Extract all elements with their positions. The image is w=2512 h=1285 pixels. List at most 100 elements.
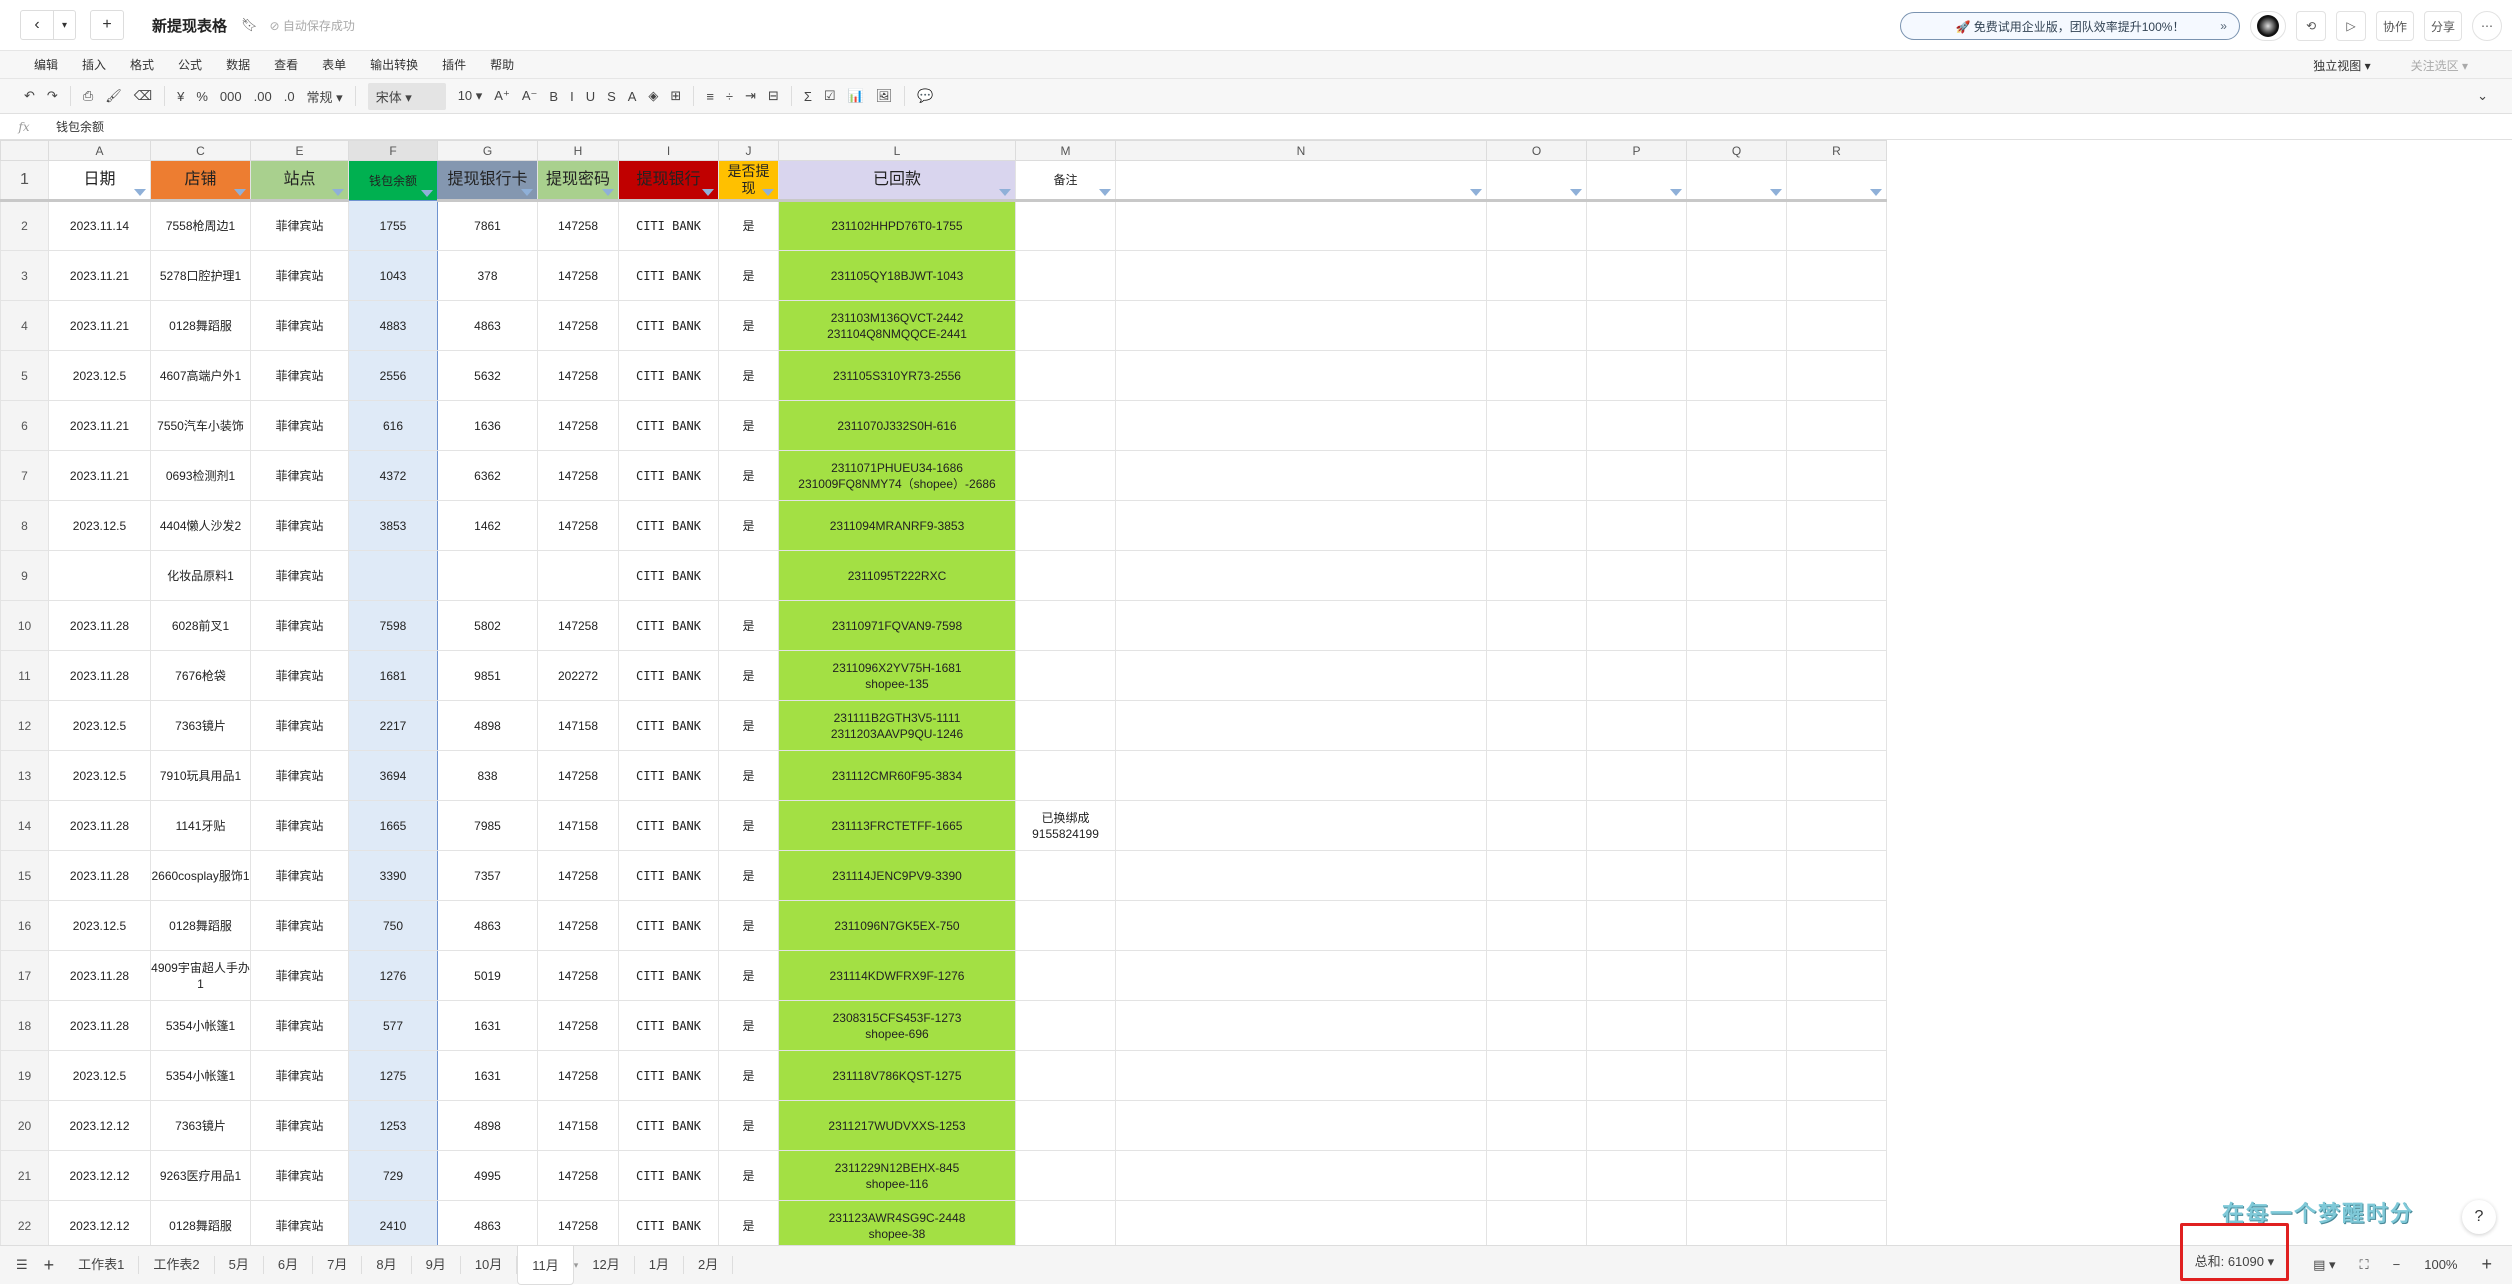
cell-I[interactable]: CITI BANK	[618, 700, 719, 751]
cell-H[interactable]: 147258	[537, 500, 619, 551]
cell-O[interactable]	[1486, 1150, 1587, 1201]
cell-A[interactable]: 2023.12.5	[48, 750, 151, 801]
cell-J[interactable]: 是	[718, 700, 779, 751]
cell-R[interactable]	[1786, 1050, 1887, 1101]
cell-H[interactable]: 147258	[537, 200, 619, 251]
play-icon[interactable]: ▷	[2335, 11, 2366, 41]
toolbar-italic-button[interactable]: I	[570, 88, 574, 104]
cell-E[interactable]: 菲律宾站	[250, 700, 349, 751]
cell-H[interactable]	[537, 550, 619, 601]
help-button[interactable]: ?	[2462, 1200, 2496, 1234]
history-dropdown-button[interactable]: ▾	[54, 10, 76, 40]
cell-O[interactable]	[1486, 650, 1587, 701]
row-header[interactable]: 2	[0, 200, 49, 251]
cell-R[interactable]	[1786, 750, 1887, 801]
document-title[interactable]: 新提现表格	[152, 17, 228, 35]
cell-G[interactable]: 6362	[437, 450, 538, 501]
cell-L[interactable]: 231103M136QVCT-2442 231104Q8NMQQCE-2441	[778, 300, 1016, 351]
column-header-J[interactable]: J	[718, 140, 779, 161]
cell-C[interactable]: 7363镜片	[150, 700, 251, 751]
cell-F[interactable]: 3694	[348, 750, 438, 801]
chevron-down-icon[interactable]: ▾	[573, 1259, 579, 1270]
cell-M[interactable]	[1015, 650, 1116, 701]
cell-G[interactable]: 9851	[437, 650, 538, 701]
cell-N[interactable]	[1115, 850, 1487, 901]
column-header-I[interactable]: I	[618, 140, 719, 161]
cell-M[interactable]	[1015, 900, 1116, 951]
column-header-O[interactable]: O	[1486, 140, 1587, 161]
cell-Q[interactable]	[1686, 1100, 1787, 1151]
cell-H[interactable]: 147258	[537, 400, 619, 451]
cell-E[interactable]: 菲律宾站	[250, 1100, 349, 1151]
cell-C[interactable]: 5354小帐篷1	[150, 1000, 251, 1051]
toolbar-bold-button[interactable]: B	[549, 88, 559, 104]
toolbar-comment-button[interactable]: 💬	[917, 88, 934, 103]
cell-I[interactable]: CITI BANK	[618, 1200, 719, 1251]
toolbar-underline-button[interactable]: U	[585, 88, 596, 104]
cell-Q[interactable]	[1686, 850, 1787, 901]
cell-J[interactable]: 是	[718, 400, 779, 451]
cell-O[interactable]	[1486, 700, 1587, 751]
cell-A[interactable]: 2023.12.5	[48, 350, 151, 401]
cell-P[interactable]	[1586, 750, 1687, 801]
cell-O[interactable]	[1486, 1200, 1587, 1251]
cell-H[interactable]: 147258	[537, 600, 619, 651]
cell-E[interactable]: 菲律宾站	[250, 250, 349, 301]
cell-E[interactable]: 菲律宾站	[250, 450, 349, 501]
cell-C[interactable]: 4607高端户外1	[150, 350, 251, 401]
cell-L[interactable]: 231113FRCTETFF-1665	[778, 800, 1016, 851]
cell-L[interactable]: 2311095T222RXC	[778, 550, 1016, 601]
cell-L[interactable]: 231112CMR60F95-3834	[778, 750, 1016, 801]
cell-G[interactable]: 1636	[437, 400, 538, 451]
cell-Q[interactable]	[1686, 700, 1787, 751]
cell-P[interactable]	[1586, 700, 1687, 751]
cell-N[interactable]	[1115, 1000, 1487, 1051]
cell-Q[interactable]	[1686, 650, 1787, 701]
cell-H[interactable]: 147258	[537, 350, 619, 401]
share-button[interactable]: 分享	[2423, 11, 2462, 41]
header-cell-G[interactable]: 提现银行卡	[437, 160, 538, 202]
cell-G[interactable]: 4863	[437, 300, 538, 351]
cell-E[interactable]: 菲律宾站	[250, 850, 349, 901]
toolbar-format-button[interactable]: 常规 ▾	[306, 89, 343, 105]
sheet-tab[interactable]: 5月	[215, 1256, 264, 1274]
filter-icon[interactable]	[602, 189, 614, 196]
cell-I[interactable]: CITI BANK	[618, 200, 719, 251]
select-all-corner[interactable]	[0, 140, 49, 161]
filter-icon[interactable]	[1670, 189, 1682, 196]
cell-O[interactable]	[1486, 200, 1587, 251]
cell-L[interactable]: 2311096X2YV75H-1681 shopee-135	[778, 650, 1016, 701]
cell-O[interactable]	[1486, 750, 1587, 801]
header-cell-N[interactable]	[1115, 160, 1487, 202]
formula-input[interactable]: 钱包余额	[56, 120, 105, 134]
cell-G[interactable]: 378	[437, 250, 538, 301]
selection-sum[interactable]: 总和: 61090 ▾	[2179, 1222, 2290, 1281]
cell-N[interactable]	[1115, 600, 1487, 651]
cell-G[interactable]: 5802	[437, 600, 538, 651]
cell-F[interactable]: 1275	[348, 1050, 438, 1101]
cell-F[interactable]: 2217	[348, 700, 438, 751]
cell-Q[interactable]	[1686, 550, 1787, 601]
cell-H[interactable]: 147158	[537, 1100, 619, 1151]
toolbar-clear-button[interactable]: ⌫	[133, 88, 153, 103]
cell-G[interactable]: 1631	[437, 1050, 538, 1101]
cell-A[interactable]: 2023.11.28	[48, 950, 151, 1001]
cell-R[interactable]	[1786, 200, 1887, 251]
cell-J[interactable]: 是	[718, 1000, 779, 1051]
menu-item[interactable]: 查看	[274, 58, 299, 72]
header-cell-M[interactable]: 备注	[1015, 160, 1116, 202]
header-cell-I[interactable]: 提现银行	[618, 160, 719, 202]
row-header[interactable]: 3	[0, 250, 49, 301]
zoom-out-button[interactable]: −	[2392, 1257, 2401, 1272]
cell-P[interactable]	[1586, 450, 1687, 501]
cell-A[interactable]: 2023.11.21	[48, 300, 151, 351]
row-header[interactable]: 19	[0, 1050, 49, 1101]
cell-C[interactable]: 5278口腔护理1	[150, 250, 251, 301]
cell-M[interactable]	[1015, 450, 1116, 501]
cell-E[interactable]: 菲律宾站	[250, 800, 349, 851]
filter-icon[interactable]	[1770, 189, 1782, 196]
cell-A[interactable]: 2023.12.12	[48, 1100, 151, 1151]
row-header[interactable]: 10	[0, 600, 49, 651]
cell-J[interactable]: 是	[718, 600, 779, 651]
header-cell-F[interactable]: 钱包余额	[348, 160, 438, 201]
